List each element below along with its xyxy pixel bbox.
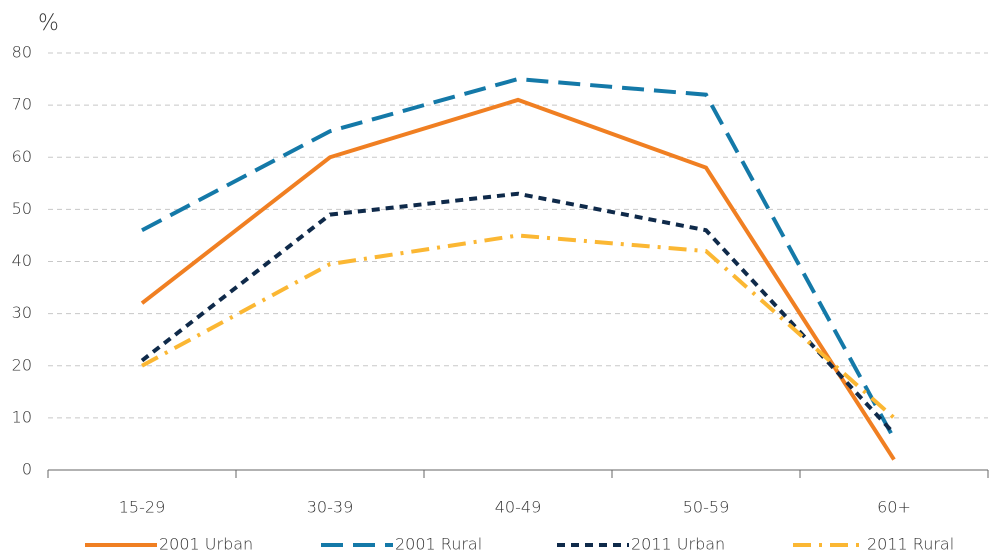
line-series <box>141 233 896 420</box>
legend-label: 2001 Rural <box>395 535 482 554</box>
y-tick-label: 80 <box>12 43 32 62</box>
y-tick-label: 40 <box>12 251 32 270</box>
x-tick-label: 40-49 <box>495 498 542 517</box>
x-tick-label: 30-39 <box>307 498 354 517</box>
line-series <box>141 77 896 440</box>
y-tick-label: 10 <box>12 407 32 426</box>
y-tick-label: 70 <box>12 95 32 114</box>
line-series <box>140 191 896 435</box>
y-tick-label: 0 <box>22 460 32 479</box>
y-unit-label: % <box>38 11 59 36</box>
y-tick-label: 30 <box>12 303 32 322</box>
legend-label: 2011 Urban <box>631 535 725 554</box>
y-tick-label: 20 <box>12 355 32 374</box>
y-tick-label: 50 <box>12 199 32 218</box>
y-tick-label: 60 <box>12 147 32 166</box>
x-tick-label: 60+ <box>877 498 911 517</box>
x-tick-label: 15-29 <box>119 498 166 517</box>
x-tick-label: 50-59 <box>683 498 730 517</box>
line-series <box>140 97 896 461</box>
legend-label: 2011 Rural <box>867 535 954 554</box>
legend-label: 2001 Urban <box>159 535 253 554</box>
